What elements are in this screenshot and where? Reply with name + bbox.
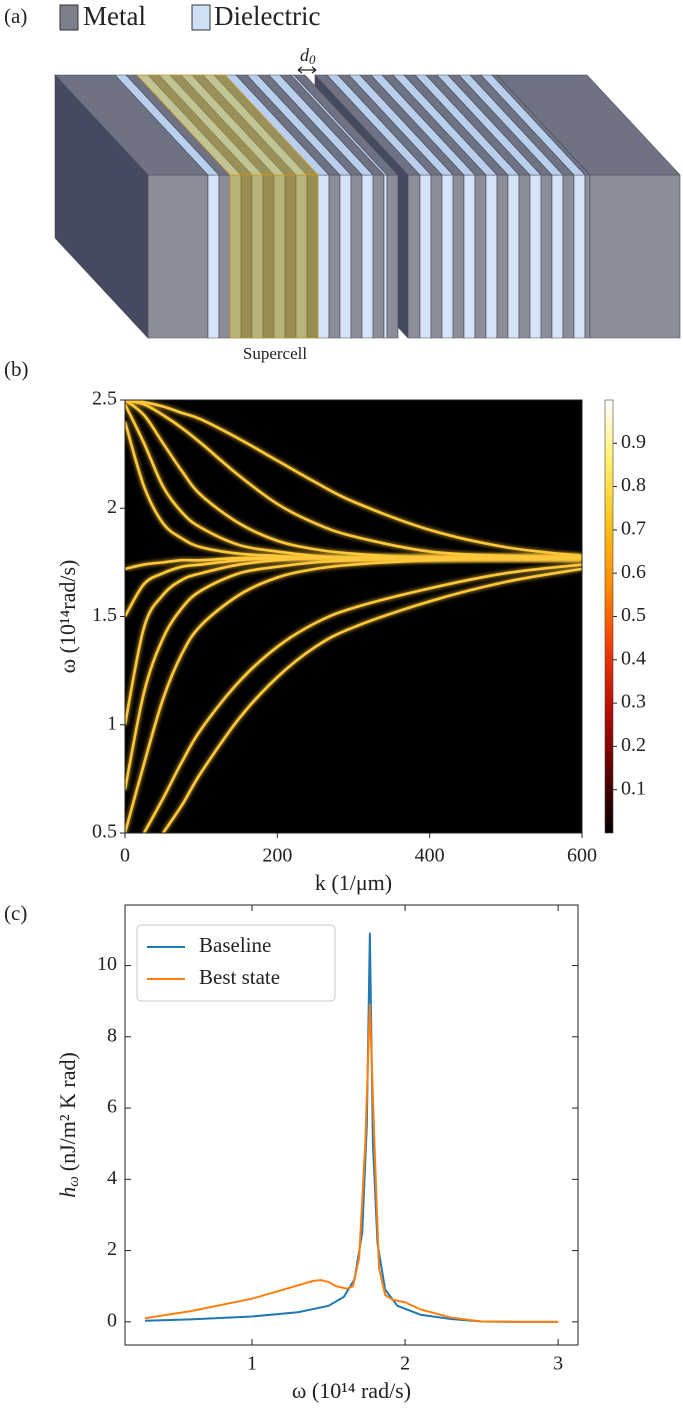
band-curve [142, 563, 582, 833]
layer-front [419, 174, 432, 339]
layer-front [386, 174, 399, 339]
colorbar-tick-label: 0.9 [621, 431, 646, 453]
layer-front [317, 174, 330, 339]
layer-front [430, 174, 443, 339]
y-axis-label: ω (10¹⁴rad/s) [55, 560, 80, 674]
band-curve [162, 567, 582, 833]
gap-label: d0 [300, 45, 316, 67]
plot-frame [124, 904, 579, 1346]
colorbar-tick-label: 0.3 [621, 691, 646, 713]
layer-front [507, 174, 520, 339]
layer-front [350, 174, 363, 339]
colorbar-tick-label: 0.1 [621, 777, 646, 799]
legend-label: Baseline [199, 933, 271, 957]
colorbar-tick-label: 0.6 [621, 561, 646, 583]
layer-front [573, 174, 586, 339]
supercell-front [229, 174, 319, 339]
layer-front [589, 174, 681, 339]
series-line [144, 1003, 559, 1323]
y-tick-label: 10 [97, 953, 117, 975]
y-tick-label: 6 [107, 1096, 117, 1118]
x-tick-label: 600 [567, 845, 597, 867]
gap-subscript: 0 [309, 52, 316, 67]
layer-top [293, 74, 399, 176]
plot-background [125, 400, 582, 833]
caption: Supercell [243, 344, 307, 363]
layer-front [383, 174, 388, 339]
layer-front [551, 174, 564, 339]
colorbar-tick-label: 0.5 [621, 604, 646, 626]
x-tick-label: 1 [247, 1353, 257, 1375]
panel-label: (c) [4, 901, 27, 925]
y-label-subscript: ω [66, 1176, 82, 1187]
y-tick-label: 2.5 [92, 388, 117, 410]
layer-front [147, 174, 209, 339]
layer-front [463, 174, 476, 339]
layer-front [496, 174, 509, 339]
series-line [144, 932, 559, 1323]
layer-front [452, 174, 465, 339]
band-curve [125, 400, 582, 558]
layer-diagram [54, 74, 681, 339]
layer-front [540, 174, 553, 339]
legend-swatch-dielectric [191, 4, 211, 31]
y-label-symbol: h [55, 1187, 80, 1198]
x-tick-label: 200 [262, 845, 292, 867]
layer-front [474, 174, 487, 339]
panel-label: (a) [4, 4, 27, 28]
gap-arrow [297, 66, 317, 74]
layer-front [441, 174, 454, 339]
legend-box [136, 924, 336, 1002]
y-label-units: (nJ/m² K rad) [55, 1052, 80, 1171]
panel-label: (b) [4, 357, 29, 381]
legend-label: Metal [83, 1, 146, 31]
curves [125, 400, 582, 833]
y-tick-label: 2 [107, 1238, 117, 1260]
x-tick-label: 3 [553, 1353, 563, 1375]
x-tick-label: 0 [120, 845, 130, 867]
colorbar-tick-label: 0.7 [621, 517, 646, 539]
y-tick-label: 1 [107, 712, 117, 734]
layer-front [339, 174, 352, 339]
colorbar-tick-label: 0.8 [621, 474, 646, 496]
gap-symbol: d [300, 45, 310, 65]
layer-front [361, 174, 374, 339]
band-curve [125, 400, 582, 560]
layer-front [372, 174, 385, 339]
legend-label: Best state [199, 965, 280, 989]
y-tick-label: 2 [107, 496, 117, 518]
x-axis-label: k (1/μm) [315, 870, 392, 895]
y-tick-label: 8 [107, 1024, 117, 1046]
layer-top [496, 74, 681, 176]
colorbar-tick-label: 0.2 [621, 734, 646, 756]
layer-front [518, 174, 531, 339]
colorbar [604, 399, 614, 834]
layer-front [328, 174, 341, 339]
y-tick-label: 0.5 [92, 821, 117, 843]
layer-front [485, 174, 498, 339]
band-curve [125, 556, 582, 790]
band-curve [125, 556, 582, 833]
y-tick-label: 1.5 [92, 604, 117, 626]
layer-front [407, 174, 421, 339]
layer-front [529, 174, 542, 339]
layer-front [584, 174, 591, 339]
x-axis-label: ω (10¹⁴ rad/s) [292, 1378, 411, 1403]
legend-swatch-metal [59, 4, 79, 31]
y-tick-label: 4 [107, 1167, 117, 1189]
colorbar-tick-label: 0.4 [621, 647, 646, 669]
x-tick-label: 2 [400, 1353, 410, 1375]
x-tick-label: 400 [415, 845, 445, 867]
layer-front [562, 174, 575, 339]
y-axis-label: hω (nJ/m² K rad) [55, 1052, 82, 1198]
legend-label: Dielectric [214, 1, 320, 31]
y-tick-label: 0 [107, 1309, 117, 1331]
layer-front [207, 174, 220, 339]
layer-front [218, 174, 231, 339]
